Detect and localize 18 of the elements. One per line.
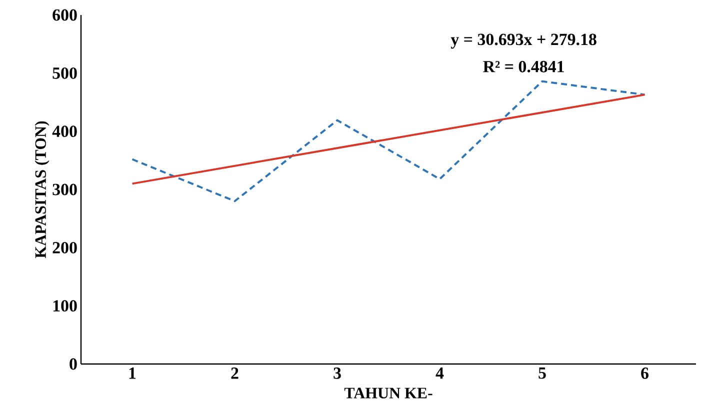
y-axis-title: KAPASITAS (TON) [34,121,50,258]
line-series [131,80,646,202]
x-tick-label: 2 [231,368,238,379]
x-tick-label: 4 [436,368,444,379]
y-tick-label: 100 [53,300,77,312]
x-axis-title: TAHUN KE- [344,388,432,398]
y-tick-label: 300 [52,184,77,196]
annotation: y = 30.693x + 279.18 [450,34,596,49]
annotation: R² = 0.4841 [483,60,564,72]
x-tick-label: 5 [538,368,546,379]
y-tick-label: 600 [52,9,77,21]
y-tick-label: 200 [52,242,77,254]
y-tick-label: 400 [52,126,77,138]
x-tick-label: 3 [334,368,341,379]
x-tick-label: 1 [129,368,136,379]
y-tick-label: 0 [70,358,77,370]
y-tick-label: 500 [52,67,77,79]
x-tick-label: 6 [641,368,648,379]
